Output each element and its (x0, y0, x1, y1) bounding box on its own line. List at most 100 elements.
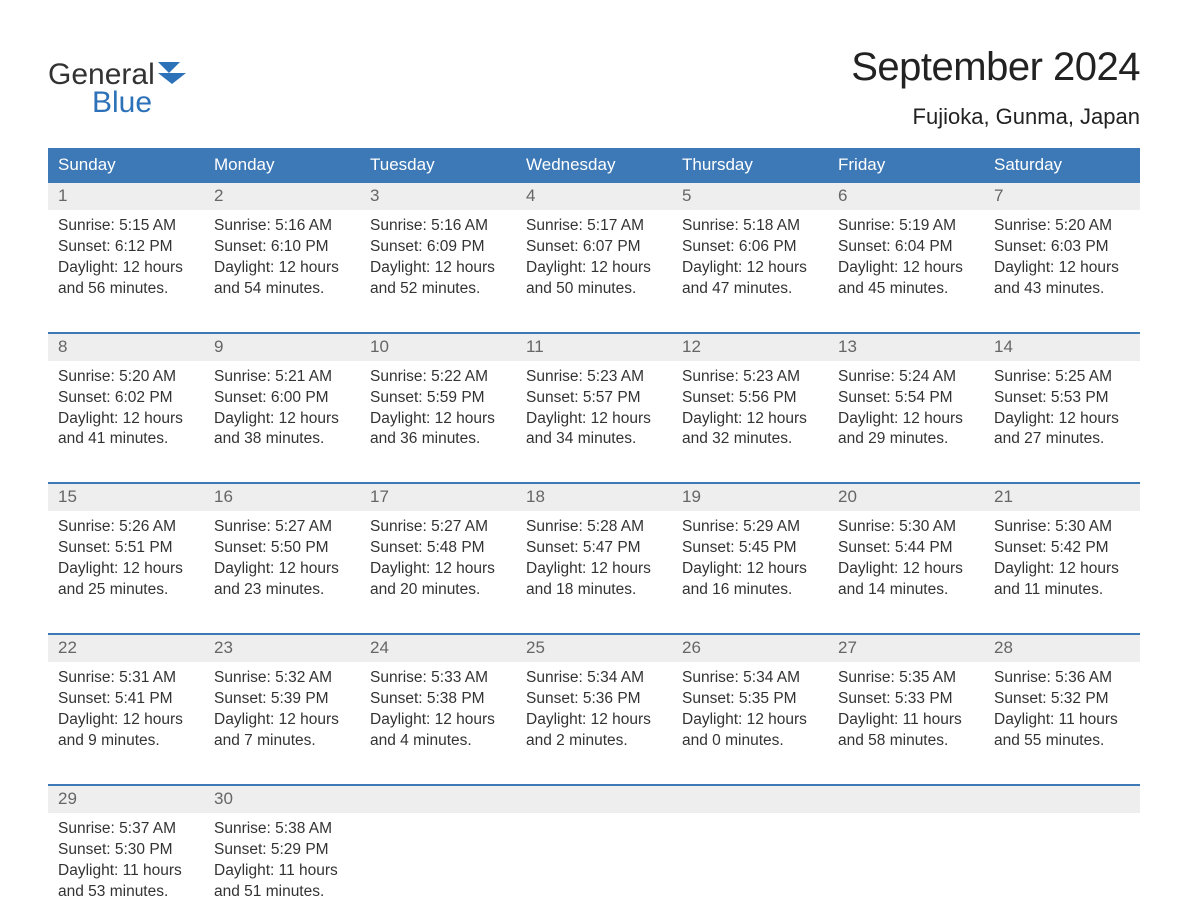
day-number: 30 (204, 786, 360, 813)
day-ss: Sunset: 6:02 PM (58, 388, 194, 409)
header: General Blue September 2024 Fujioka, Gun… (48, 45, 1140, 130)
day-d2: and 7 minutes. (214, 731, 350, 752)
day-ss: Sunset: 6:06 PM (682, 237, 818, 258)
day-sr: Sunrise: 5:15 AM (58, 216, 194, 237)
day-cell: Sunrise: 5:16 AMSunset: 6:09 PMDaylight:… (360, 210, 516, 304)
day-number: 8 (48, 334, 204, 361)
day-number: 4 (516, 183, 672, 210)
day-sr: Sunrise: 5:27 AM (214, 517, 350, 538)
day-cell: Sunrise: 5:21 AMSunset: 6:00 PMDaylight:… (204, 361, 360, 455)
day-d2: and 4 minutes. (370, 731, 506, 752)
day-sr: Sunrise: 5:17 AM (526, 216, 662, 237)
day-d1: Daylight: 12 hours (58, 710, 194, 731)
day-d2: and 23 minutes. (214, 580, 350, 601)
day-ss: Sunset: 6:04 PM (838, 237, 974, 258)
day-d2: and 2 minutes. (526, 731, 662, 752)
day-number (516, 786, 672, 813)
day-d2: and 43 minutes. (994, 279, 1130, 300)
day-cell: Sunrise: 5:16 AMSunset: 6:10 PMDaylight:… (204, 210, 360, 304)
day-number: 17 (360, 484, 516, 511)
day-cell: Sunrise: 5:15 AMSunset: 6:12 PMDaylight:… (48, 210, 204, 304)
day-d1: Daylight: 12 hours (526, 409, 662, 430)
day-d2: and 11 minutes. (994, 580, 1130, 601)
day-d2: and 25 minutes. (58, 580, 194, 601)
day-sr: Sunrise: 5:34 AM (526, 668, 662, 689)
day-number: 23 (204, 635, 360, 662)
day-sr: Sunrise: 5:36 AM (994, 668, 1130, 689)
day-cell (984, 813, 1140, 907)
day-cell: Sunrise: 5:30 AMSunset: 5:42 PMDaylight:… (984, 511, 1140, 605)
day-cell: Sunrise: 5:37 AMSunset: 5:30 PMDaylight:… (48, 813, 204, 907)
day-sr: Sunrise: 5:27 AM (370, 517, 506, 538)
day-ss: Sunset: 6:12 PM (58, 237, 194, 258)
day-d2: and 0 minutes. (682, 731, 818, 752)
day-ss: Sunset: 5:42 PM (994, 538, 1130, 559)
dow-header: Friday (828, 148, 984, 183)
day-ss: Sunset: 5:53 PM (994, 388, 1130, 409)
day-number: 5 (672, 183, 828, 210)
day-ss: Sunset: 5:59 PM (370, 388, 506, 409)
day-number: 12 (672, 334, 828, 361)
day-d2: and 34 minutes. (526, 429, 662, 450)
day-number: 19 (672, 484, 828, 511)
page-title: September 2024 (851, 45, 1140, 90)
day-d1: Daylight: 12 hours (682, 258, 818, 279)
day-sr: Sunrise: 5:19 AM (838, 216, 974, 237)
day-number (672, 786, 828, 813)
dow-header: Monday (204, 148, 360, 183)
day-d1: Daylight: 12 hours (838, 409, 974, 430)
day-cell: Sunrise: 5:38 AMSunset: 5:29 PMDaylight:… (204, 813, 360, 907)
day-sr: Sunrise: 5:24 AM (838, 367, 974, 388)
day-sr: Sunrise: 5:32 AM (214, 668, 350, 689)
dow-header: Saturday (984, 148, 1140, 183)
day-sr: Sunrise: 5:23 AM (526, 367, 662, 388)
day-ss: Sunset: 5:44 PM (838, 538, 974, 559)
day-d1: Daylight: 12 hours (58, 409, 194, 430)
calendar-week: 1234567Sunrise: 5:15 AMSunset: 6:12 PMDa… (48, 183, 1140, 304)
day-cell: Sunrise: 5:28 AMSunset: 5:47 PMDaylight:… (516, 511, 672, 605)
flag-icon (158, 60, 186, 90)
day-number: 15 (48, 484, 204, 511)
day-number: 7 (984, 183, 1140, 210)
day-cell: Sunrise: 5:31 AMSunset: 5:41 PMDaylight:… (48, 662, 204, 756)
day-cell: Sunrise: 5:29 AMSunset: 5:45 PMDaylight:… (672, 511, 828, 605)
day-d1: Daylight: 12 hours (682, 559, 818, 580)
day-d1: Daylight: 12 hours (370, 559, 506, 580)
dow-header: Wednesday (516, 148, 672, 183)
day-cell: Sunrise: 5:32 AMSunset: 5:39 PMDaylight:… (204, 662, 360, 756)
day-number: 14 (984, 334, 1140, 361)
day-ss: Sunset: 5:50 PM (214, 538, 350, 559)
day-cell: Sunrise: 5:35 AMSunset: 5:33 PMDaylight:… (828, 662, 984, 756)
day-cell (360, 813, 516, 907)
day-ss: Sunset: 5:54 PM (838, 388, 974, 409)
day-d2: and 54 minutes. (214, 279, 350, 300)
day-d2: and 58 minutes. (838, 731, 974, 752)
day-ss: Sunset: 5:48 PM (370, 538, 506, 559)
day-cell: Sunrise: 5:20 AMSunset: 6:02 PMDaylight:… (48, 361, 204, 455)
day-ss: Sunset: 5:41 PM (58, 689, 194, 710)
day-cell: Sunrise: 5:26 AMSunset: 5:51 PMDaylight:… (48, 511, 204, 605)
day-d1: Daylight: 12 hours (58, 258, 194, 279)
day-d1: Daylight: 12 hours (58, 559, 194, 580)
day-ss: Sunset: 5:51 PM (58, 538, 194, 559)
day-sr: Sunrise: 5:34 AM (682, 668, 818, 689)
day-cell: Sunrise: 5:17 AMSunset: 6:07 PMDaylight:… (516, 210, 672, 304)
location: Fujioka, Gunma, Japan (851, 104, 1140, 130)
day-d2: and 47 minutes. (682, 279, 818, 300)
day-sr: Sunrise: 5:38 AM (214, 819, 350, 840)
day-cell: Sunrise: 5:22 AMSunset: 5:59 PMDaylight:… (360, 361, 516, 455)
day-ss: Sunset: 5:38 PM (370, 689, 506, 710)
calendar-week: 2930Sunrise: 5:37 AMSunset: 5:30 PMDayli… (48, 784, 1140, 907)
day-d1: Daylight: 12 hours (370, 710, 506, 731)
day-sr: Sunrise: 5:35 AM (838, 668, 974, 689)
day-cell (672, 813, 828, 907)
day-d1: Daylight: 12 hours (370, 258, 506, 279)
day-d1: Daylight: 12 hours (214, 710, 350, 731)
day-ss: Sunset: 5:30 PM (58, 840, 194, 861)
day-number (828, 786, 984, 813)
day-d1: Daylight: 11 hours (994, 710, 1130, 731)
day-cell: Sunrise: 5:27 AMSunset: 5:50 PMDaylight:… (204, 511, 360, 605)
day-d1: Daylight: 12 hours (214, 409, 350, 430)
day-sr: Sunrise: 5:30 AM (838, 517, 974, 538)
day-d1: Daylight: 11 hours (838, 710, 974, 731)
